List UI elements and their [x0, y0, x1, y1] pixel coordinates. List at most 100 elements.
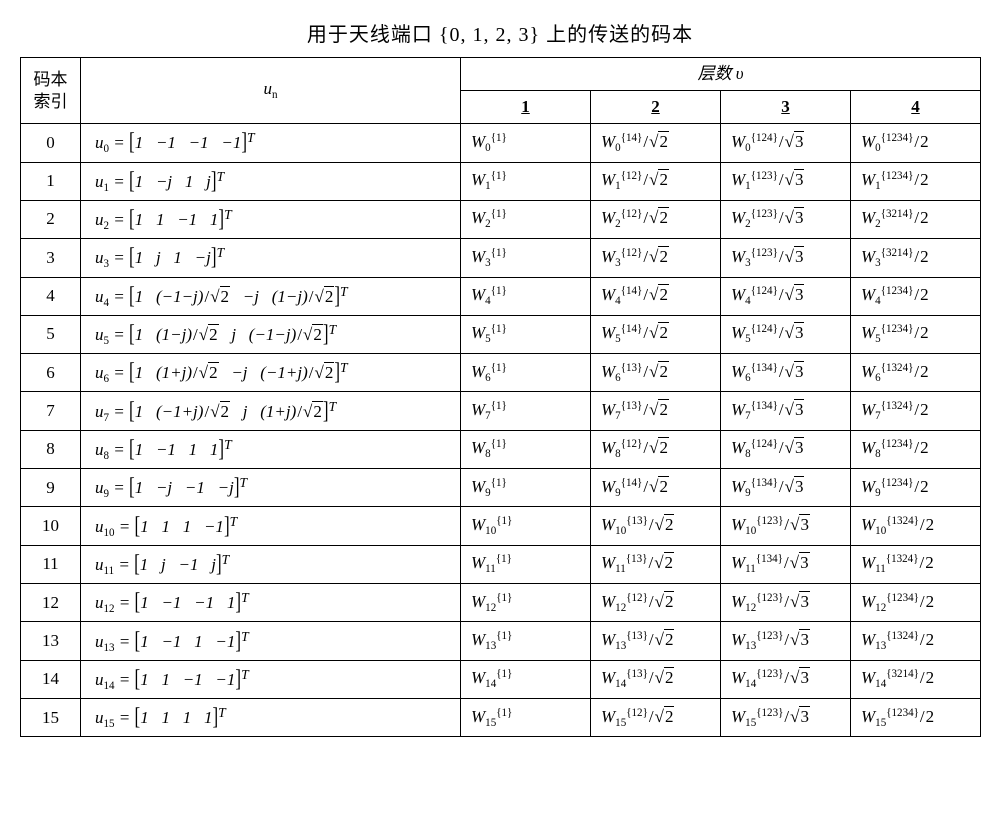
codebook-table: 码本索引 un 层数 υ 1 2 3 4 0u0 = [1 −1 −1 −1]T…: [20, 57, 981, 737]
cell-un: u3 = [1 j 1 −j]T: [81, 239, 461, 277]
hdr-L2-text: 2: [651, 97, 660, 116]
cell-L4: W4{1234}/2: [851, 277, 981, 315]
cell-index: 12: [21, 584, 81, 622]
table-header: 码本索引 un 层数 υ 1 2 3 4: [21, 58, 981, 124]
cell-L4: W2{3214}/2: [851, 200, 981, 238]
hdr-L4-text: 4: [911, 97, 920, 116]
cell-L1: W7{1}: [461, 392, 591, 430]
hdr-L1-text: 1: [521, 97, 530, 116]
cell-index: 3: [21, 239, 81, 277]
cell-L3: W15{123}/√3: [721, 699, 851, 737]
table-row: 12u12 = [1 −1 −1 1]TW12{1}W12{12}/√2W12{…: [21, 584, 981, 622]
cell-un: u13 = [1 −1 1 −1]T: [81, 622, 461, 660]
table-row: 14u14 = [1 1 −1 −1]TW14{1}W14{13}/√2W14{…: [21, 660, 981, 698]
cell-L2: W0{14}/√2: [591, 124, 721, 162]
table-row: 15u15 = [1 1 1 1]TW15{1}W15{12}/√2W15{12…: [21, 699, 981, 737]
cell-L3: W3{123}/√3: [721, 239, 851, 277]
table-row: 6u6 = [1 (1+j)/√2 −j (−1+j)/√2]TW6{1}W6{…: [21, 354, 981, 392]
cell-un: u8 = [1 −1 1 1]T: [81, 430, 461, 468]
cell-L2: W14{13}/√2: [591, 660, 721, 698]
cell-L3: W7{134}/√3: [721, 392, 851, 430]
cell-L4: W9{1234}/2: [851, 469, 981, 507]
hdr-un-text: un: [263, 79, 277, 98]
cell-index: 1: [21, 162, 81, 200]
cell-L3: W2{123}/√3: [721, 200, 851, 238]
hdr-L2: 2: [591, 91, 721, 124]
cell-L4: W11{1324}/2: [851, 545, 981, 583]
cell-L4: W15{1234}/2: [851, 699, 981, 737]
hdr-layers: 层数 υ: [461, 58, 981, 91]
cell-L1: W1{1}: [461, 162, 591, 200]
table-row: 5u5 = [1 (1−j)/√2 j (−1−j)/√2]TW5{1}W5{1…: [21, 315, 981, 353]
cell-index: 15: [21, 699, 81, 737]
cell-L4: W7{1324}/2: [851, 392, 981, 430]
hdr-un: un: [81, 58, 461, 124]
cell-L3: W8{124}/√3: [721, 430, 851, 468]
cell-index: 8: [21, 430, 81, 468]
cell-un: u10 = [1 1 1 −1]T: [81, 507, 461, 545]
cell-L4: W10{1324}/2: [851, 507, 981, 545]
cell-L1: W13{1}: [461, 622, 591, 660]
cell-un: u7 = [1 (−1+j)/√2 j (1+j)/√2]T: [81, 392, 461, 430]
cell-L4: W5{1234}/2: [851, 315, 981, 353]
cell-L4: W6{1324}/2: [851, 354, 981, 392]
cell-L1: W11{1}: [461, 545, 591, 583]
cell-un: u1 = [1 −j 1 j]T: [81, 162, 461, 200]
table-row: 11u11 = [1 j −1 j]TW11{1}W11{13}/√2W11{1…: [21, 545, 981, 583]
cell-un: u14 = [1 1 −1 −1]T: [81, 660, 461, 698]
cell-L4: W8{1234}/2: [851, 430, 981, 468]
cell-L2: W4{14}/√2: [591, 277, 721, 315]
cell-L1: W9{1}: [461, 469, 591, 507]
cell-L2: W12{12}/√2: [591, 584, 721, 622]
cell-L3: W10{123}/√3: [721, 507, 851, 545]
hdr-L4: 4: [851, 91, 981, 124]
cell-index: 14: [21, 660, 81, 698]
cell-un: u6 = [1 (1+j)/√2 −j (−1+j)/√2]T: [81, 354, 461, 392]
cell-index: 11: [21, 545, 81, 583]
cell-un: u15 = [1 1 1 1]T: [81, 699, 461, 737]
cell-un: u2 = [1 1 −1 1]T: [81, 200, 461, 238]
cell-L3: W4{124}/√3: [721, 277, 851, 315]
cell-L3: W1{123}/√3: [721, 162, 851, 200]
cell-L3: W0{124}/√3: [721, 124, 851, 162]
cell-L4: W13{1324}/2: [851, 622, 981, 660]
cell-L2: W7{13}/√2: [591, 392, 721, 430]
cell-un: u4 = [1 (−1−j)/√2 −j (1−j)/√2]T: [81, 277, 461, 315]
cell-L4: W3{3214}/2: [851, 239, 981, 277]
page-title: 用于天线端口 {0, 1, 2, 3} 上的传送的码本: [20, 18, 980, 47]
table-body: 0u0 = [1 −1 −1 −1]TW0{1}W0{14}/√2W0{124}…: [21, 124, 981, 737]
cell-L2: W2{12}/√2: [591, 200, 721, 238]
cell-index: 6: [21, 354, 81, 392]
cell-un: u0 = [1 −1 −1 −1]T: [81, 124, 461, 162]
table-row: 13u13 = [1 −1 1 −1]TW13{1}W13{13}/√2W13{…: [21, 622, 981, 660]
cell-index: 13: [21, 622, 81, 660]
cell-L3: W9{134}/√3: [721, 469, 851, 507]
cell-L3: W13{123}/√3: [721, 622, 851, 660]
table-row: 0u0 = [1 −1 −1 −1]TW0{1}W0{14}/√2W0{124}…: [21, 124, 981, 162]
cell-un: u12 = [1 −1 −1 1]T: [81, 584, 461, 622]
table-row: 8u8 = [1 −1 1 1]TW8{1}W8{12}/√2W8{124}/√…: [21, 430, 981, 468]
cell-L1: W14{1}: [461, 660, 591, 698]
cell-L1: W4{1}: [461, 277, 591, 315]
cell-L1: W12{1}: [461, 584, 591, 622]
cell-index: 10: [21, 507, 81, 545]
cell-L2: W6{13}/√2: [591, 354, 721, 392]
table-row: 3u3 = [1 j 1 −j]TW3{1}W3{12}/√2W3{123}/√…: [21, 239, 981, 277]
cell-L4: W14{3214}/2: [851, 660, 981, 698]
cell-L2: W5{14}/√2: [591, 315, 721, 353]
cell-L1: W6{1}: [461, 354, 591, 392]
cell-index: 2: [21, 200, 81, 238]
cell-L3: W5{124}/√3: [721, 315, 851, 353]
table-row: 2u2 = [1 1 −1 1]TW2{1}W2{12}/√2W2{123}/√…: [21, 200, 981, 238]
cell-index: 4: [21, 277, 81, 315]
cell-index: 7: [21, 392, 81, 430]
hdr-L3: 3: [721, 91, 851, 124]
cell-L2: W3{12}/√2: [591, 239, 721, 277]
cell-L2: W10{13}/√2: [591, 507, 721, 545]
cell-L2: W9{14}/√2: [591, 469, 721, 507]
table-row: 1u1 = [1 −j 1 j]TW1{1}W1{12}/√2W1{123}/√…: [21, 162, 981, 200]
cell-L3: W14{123}/√3: [721, 660, 851, 698]
cell-index: 0: [21, 124, 81, 162]
cell-L4: W0{1234}/2: [851, 124, 981, 162]
cell-index: 9: [21, 469, 81, 507]
